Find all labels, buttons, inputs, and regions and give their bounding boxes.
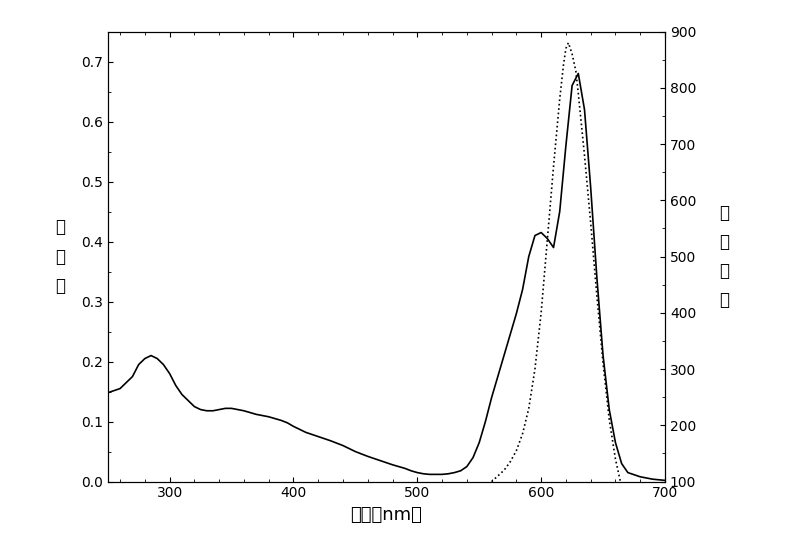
Y-axis label: 相
对
荧
光: 相 对 荧 光 (719, 204, 729, 309)
Y-axis label: 吸
光
度: 吸 光 度 (55, 218, 65, 295)
X-axis label: 波长（nm）: 波长（nm） (350, 506, 422, 524)
